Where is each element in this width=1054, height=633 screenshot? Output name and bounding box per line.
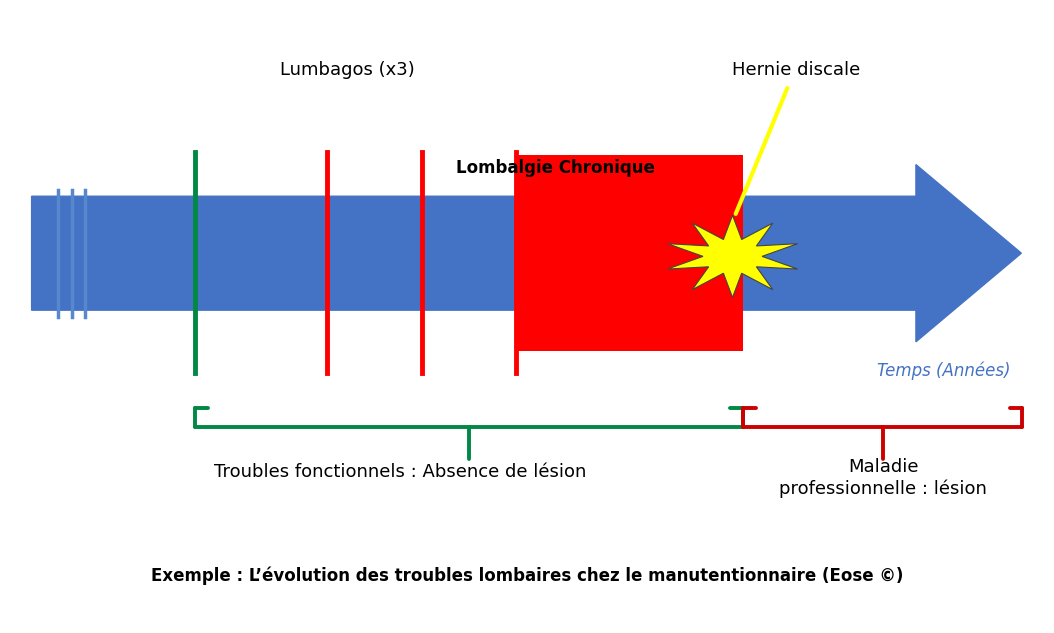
Text: Troubles fonctionnels : Absence de lésion: Troubles fonctionnels : Absence de lésio… (214, 463, 587, 480)
Bar (516, 155, 743, 351)
FancyArrow shape (32, 165, 1021, 342)
Text: Maladie
professionnelle : lésion: Maladie professionnelle : lésion (779, 458, 988, 498)
Text: Lombalgie Chronique: Lombalgie Chronique (456, 159, 655, 177)
Text: Temps (Années): Temps (Années) (877, 361, 1010, 380)
Text: Lumbagos (x3): Lumbagos (x3) (280, 61, 415, 79)
Polygon shape (667, 215, 798, 298)
Text: Hernie discale: Hernie discale (731, 61, 860, 79)
Text: Exemple : L’évolution des troubles lombaires chez le manutentionnaire (Eose ©): Exemple : L’évolution des troubles lomba… (151, 567, 903, 586)
